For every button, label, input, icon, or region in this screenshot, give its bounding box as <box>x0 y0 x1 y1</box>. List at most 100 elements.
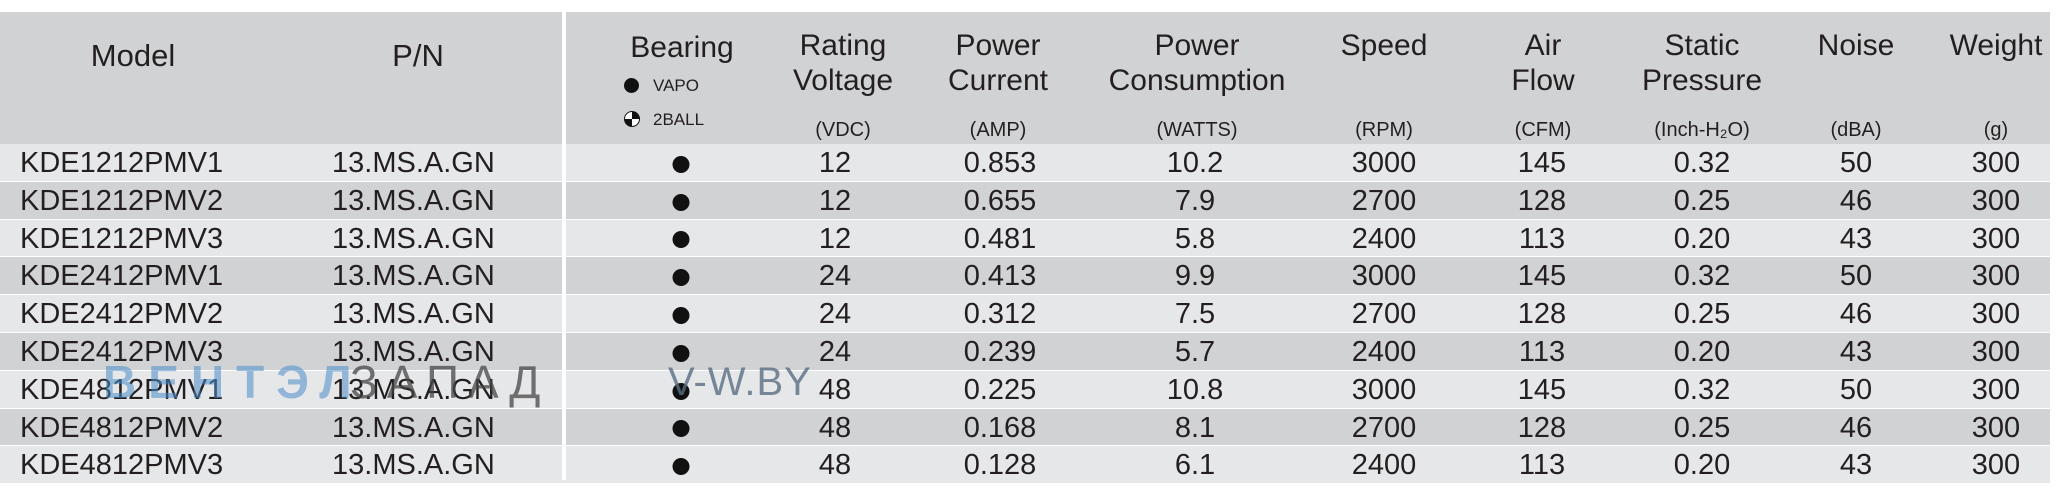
cell-watts: 9.9 <box>1174 260 1216 293</box>
cell-bearing <box>672 409 690 447</box>
cell-bearing <box>672 220 690 258</box>
watermark-brand-2: ЗАПАД <box>350 356 550 408</box>
cell-pn: 13.MS.A.GN <box>332 335 495 368</box>
cell-weight: 300 <box>1971 373 2021 406</box>
cell-cfm: 128 <box>1517 411 1567 444</box>
table-row: KDE4812PMV3 13.MS.A.GN 48 0.128 6.1 2400 113 0.… <box>0 446 2050 485</box>
vapo-bearing-icon <box>672 269 690 287</box>
cell-bearing <box>672 371 690 409</box>
cell-watts: 5.8 <box>1174 222 1216 255</box>
table-header: Model P/N Bearing VAPO 2BALL Rating Volta… <box>0 12 2050 144</box>
cell-rpm: 2400 <box>1351 335 1417 368</box>
cell-pressure: 0.20 <box>1673 335 1731 368</box>
cell-noise: 50 <box>1839 260 1873 293</box>
cell-watts: 7.9 <box>1174 184 1216 217</box>
cell-cfm: 113 <box>1518 222 1566 255</box>
cell-weight: 300 <box>1971 298 2021 331</box>
header-bearing: Bearing <box>630 31 734 64</box>
cell-voltage: 48 <box>818 373 852 406</box>
cell-bearing <box>672 333 690 371</box>
cell-watts: 8.1 <box>1174 411 1216 444</box>
header-noise-unit: (dBA) <box>1830 119 1882 141</box>
cell-cfm: 128 <box>1517 298 1567 331</box>
cell-pressure: 0.32 <box>1673 147 1731 179</box>
cell-noise: 43 <box>1839 449 1873 482</box>
cell-weight: 300 <box>1971 411 2021 444</box>
cell-cfm: 145 <box>1517 147 1567 179</box>
cell-current: 0.239 <box>963 335 1037 368</box>
cell-voltage: 24 <box>818 260 852 293</box>
header-weight-unit: (g) <box>1983 119 2009 141</box>
cell-noise: 46 <box>1839 184 1873 217</box>
header-noise: Noise <box>1817 29 1895 62</box>
cell-weight: 300 <box>1971 335 2021 368</box>
table-row: KDE2412PMV2 13.MS.A.GN 24 0.312 7.5 2700 128 0.… <box>0 295 2050 333</box>
cell-watts: 6.1 <box>1174 449 1216 482</box>
ball-bearing-icon <box>624 111 640 127</box>
vapo-bearing-icon <box>672 307 690 325</box>
table-row: KDE2412PMV3 13.MS.A.GN 24 0.239 5.7 2400 113 0.… <box>0 332 2050 371</box>
cell-model: KDE4812PMV2 <box>20 411 224 444</box>
table-row: KDE1212PMV2 13.MS.A.GN 12 0.655 7.9 2700 128 0.… <box>0 181 2050 220</box>
bearing-legend-2ball: 2BALL <box>624 110 704 130</box>
table-row: KDE2412PMV1 13.MS.A.GN 24 0.413 9.9 3000 145 0.… <box>0 257 2050 296</box>
vapo-bearing-icon <box>672 382 690 400</box>
header-pn: P/N <box>392 38 444 73</box>
cell-cfm: 128 <box>1517 184 1567 217</box>
header-current: Power Current <box>947 29 1049 97</box>
cell-noise: 46 <box>1839 298 1873 331</box>
watermark-url: V-W.BY <box>668 360 812 404</box>
cell-voltage: 24 <box>818 298 852 331</box>
vapo-bearing-icon <box>672 344 690 362</box>
cell-rpm: 2400 <box>1351 222 1417 255</box>
cell-model: KDE1212PMV3 <box>20 222 224 255</box>
cell-weight: 300 <box>1971 449 2021 482</box>
table-body: KDE1212PMV1 13.MS.A.GN 12 0.853 10.2 3000 145 0… <box>0 144 2050 485</box>
cell-voltage: 24 <box>818 335 852 368</box>
header-voltage: Rating Voltage <box>792 29 894 97</box>
cell-pn: 13.MS.A.GN <box>332 411 495 444</box>
vapo-bearing-icon <box>672 231 690 249</box>
cell-weight: 300 <box>1971 260 2021 293</box>
cell-pn: 13.MS.A.GN <box>332 449 495 482</box>
cell-pressure: 0.20 <box>1673 222 1731 255</box>
cell-current: 0.853 <box>963 147 1037 179</box>
cell-bearing <box>672 446 690 484</box>
column-divider <box>562 12 566 480</box>
cell-rpm: 3000 <box>1351 147 1417 179</box>
bearing-legend-vapo: VAPO <box>624 76 699 96</box>
cell-pn: 13.MS.A.GN <box>332 147 495 179</box>
header-pressure-unit: (Inch-H₂O) <box>1654 119 1750 141</box>
cell-model: KDE2412PMV2 <box>20 298 224 331</box>
cell-bearing <box>672 295 690 333</box>
table-row: KDE1212PMV1 13.MS.A.GN 12 0.853 10.2 3000 145 0… <box>0 144 2050 182</box>
cell-model: KDE2412PMV1 <box>20 260 224 293</box>
header-consumption-unit: (WATTS) <box>1156 119 1238 141</box>
cell-pressure: 0.25 <box>1673 184 1731 217</box>
header-voltage-unit: (VDC) <box>815 119 871 141</box>
cell-rpm: 2700 <box>1351 411 1417 444</box>
cell-noise: 43 <box>1839 222 1873 255</box>
vapo-bearing-icon <box>624 78 639 93</box>
cell-current: 0.225 <box>963 373 1037 406</box>
cell-cfm: 113 <box>1518 449 1566 482</box>
cell-pn: 13.MS.A.GN <box>332 373 495 406</box>
cell-weight: 300 <box>1971 184 2021 217</box>
vapo-bearing-icon <box>672 420 690 438</box>
cell-pn: 13.MS.A.GN <box>332 222 495 255</box>
cell-current: 0.481 <box>963 222 1037 255</box>
cell-weight: 300 <box>1971 147 2021 179</box>
cell-bearing <box>672 182 690 220</box>
header-speed-unit: (RPM) <box>1355 119 1413 141</box>
cell-pn: 13.MS.A.GN <box>332 298 495 331</box>
header-current-unit: (AMP) <box>969 119 1027 141</box>
cell-noise: 43 <box>1839 335 1873 368</box>
vapo-bearing-icon <box>672 458 690 476</box>
cell-model: KDE2412PMV3 <box>20 335 224 368</box>
cell-bearing <box>672 257 690 295</box>
cell-cfm: 145 <box>1517 373 1567 406</box>
cell-current: 0.312 <box>963 298 1037 331</box>
header-airflow: Air Flow <box>1511 29 1575 97</box>
vapo-bearing-icon <box>672 193 690 211</box>
header-airflow-unit: (CFM) <box>1514 119 1572 141</box>
